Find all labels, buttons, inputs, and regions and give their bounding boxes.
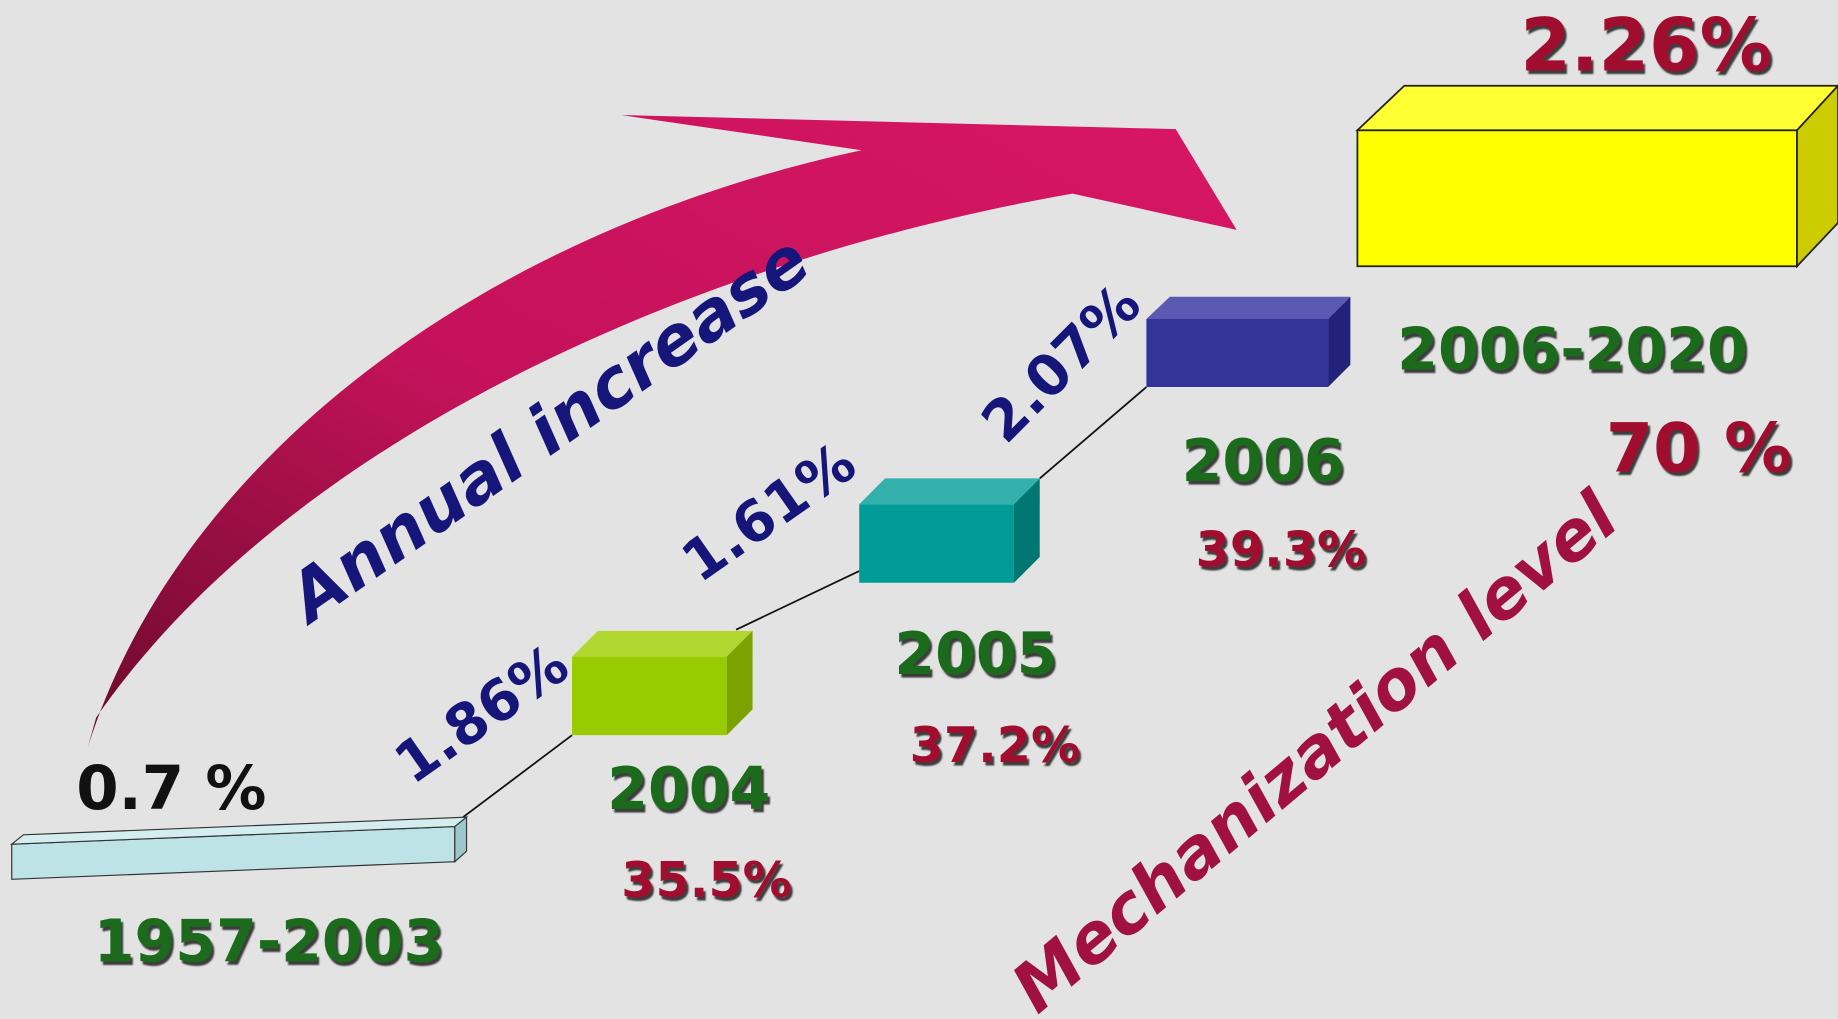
box-2006 [1146,297,1350,387]
level: 39.3% [1196,520,1367,578]
level: 0.7 % [76,753,266,824]
period: 2006 [1182,427,1345,495]
level: 35.5% [621,851,792,909]
box-2004 [572,631,753,735]
annual-rate: 2.26% [1520,5,1772,89]
diagram: Annual increase Mechanization level 0.7 … [0,0,1838,1019]
period: 1957-2003 [94,907,444,975]
page: {"labels": {"annual_increase": "Annual i… [0,0,1838,1019]
level: 37.2% [910,716,1081,774]
box-2005 [859,478,1040,582]
level: 70 % [1606,409,1792,488]
box-2020 [1357,86,1838,267]
period: 2005 [894,620,1057,688]
period: 2006-2020 [1397,315,1747,383]
period: 2004 [607,755,770,823]
